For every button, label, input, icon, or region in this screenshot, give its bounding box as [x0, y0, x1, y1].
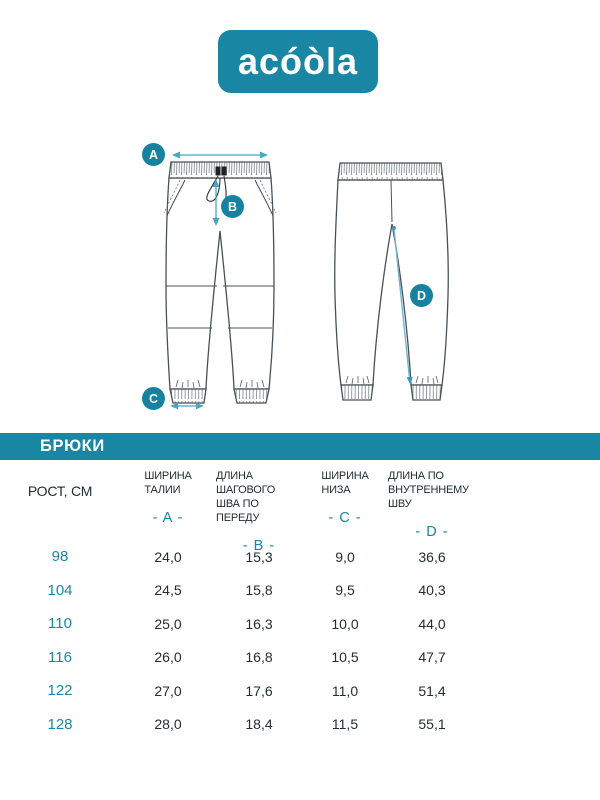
table-row: 110 25,0 16,3 10,0 44,0: [0, 607, 600, 641]
diagram-label-c: C: [142, 387, 165, 410]
row-a: 27,0: [154, 682, 182, 699]
row-a: 28,0: [154, 716, 182, 733]
row-height: 122: [47, 682, 73, 700]
row-b: 15,8: [245, 582, 273, 599]
col-header-height-label: РОСТ, СМ: [27, 483, 93, 499]
col-header-c-title: ШИРИНА НИЗА: [321, 470, 369, 496]
row-d: 40,3: [418, 582, 446, 599]
col-header-c: ШИРИНА НИЗА - C -: [302, 462, 388, 554]
row-a: 26,0: [154, 649, 182, 666]
table-row: 104 24,5 15,8 9,5 40,3: [0, 574, 600, 608]
row-height: 110: [48, 615, 72, 633]
row-c: 11,5: [331, 716, 359, 733]
diagram-label-d: D: [410, 284, 433, 307]
brand-logo-text: acóòla: [237, 40, 359, 82]
diagram-label-b-text: B: [227, 199, 238, 214]
row-a: 24,5: [154, 582, 182, 599]
row-height: 128: [47, 715, 73, 733]
pants-technical-drawing: [163, 151, 449, 410]
section-title-bar: БРЮКИ: [0, 433, 600, 460]
diagram-label-b: B: [221, 195, 244, 218]
row-height: 104: [47, 581, 73, 599]
table-row: 122 27,0 17,6 11,0 51,4: [0, 674, 600, 708]
row-b: 16,8: [245, 649, 273, 666]
row-b: 15,3: [245, 548, 273, 565]
measure-arrow-B: [212, 179, 220, 226]
row-b: 17,6: [245, 682, 273, 699]
row-c: 10,0: [331, 615, 359, 632]
size-table: РОСТ, СМ ШИРИНА ТАЛИИ - A - ДЛИНА ШАГОВО…: [0, 462, 600, 741]
table-row: 128 28,0 18,4 11,5 55,1: [0, 708, 600, 742]
row-a: 24,0: [154, 548, 182, 565]
row-height: 98: [51, 548, 69, 566]
row-c: 11,0: [331, 682, 359, 699]
row-c: 10,5: [331, 649, 359, 666]
table-row: 116 26,0 16,8 10,5 47,7: [0, 641, 600, 675]
row-c: 9,0: [335, 548, 355, 565]
row-b: 18,4: [245, 716, 273, 733]
col-letter-b: - B -: [242, 538, 276, 554]
pants-back: [334, 162, 449, 401]
row-c: 9,5: [335, 582, 355, 599]
size-table-header: РОСТ, СМ ШИРИНА ТАЛИИ - A - ДЛИНА ШАГОВО…: [0, 462, 600, 554]
col-header-height: РОСТ, СМ: [0, 462, 120, 554]
col-header-a-title: ШИРИНА ТАЛИИ: [144, 470, 192, 496]
brand-logo: acóòla: [218, 30, 378, 93]
col-letter-a: - A -: [152, 510, 184, 526]
measure-arrow-D: [392, 226, 413, 385]
measure-arrow-A: [172, 151, 268, 159]
diagram-label-a-text: A: [148, 147, 159, 162]
row-d: 44,0: [418, 615, 446, 632]
row-a: 25,0: [154, 615, 182, 632]
col-header-d-title: ДЛИНА ПО ВНУТРЕННЕМУ ШВУ: [388, 470, 469, 510]
section-title: БРЮКИ: [40, 437, 105, 455]
diagram-label-c-text: C: [148, 391, 159, 406]
pants-front: [163, 161, 277, 404]
row-d: 36,6: [418, 548, 446, 565]
col-letter-c: - C -: [328, 510, 362, 526]
measurement-diagram: A B C D: [142, 143, 449, 410]
col-header-b-title: ДЛИНА ШАГОВОГО ШВА ПО ПЕРЕДУ: [216, 470, 276, 524]
row-height: 116: [48, 648, 72, 666]
row-b: 16,3: [245, 615, 273, 632]
row-d: 55,1: [418, 716, 446, 733]
col-header-b: ДЛИНА ШАГОВОГО ШВА ПО ПЕРЕДУ - B -: [216, 462, 302, 554]
measure-arrow-C: [170, 402, 204, 410]
row-d: 51,4: [418, 682, 446, 699]
table-row: 98 24,0 15,3 9,0 36,6: [0, 540, 600, 574]
diagram-label-d-text: D: [416, 288, 427, 303]
col-letter-d: - D -: [415, 524, 449, 540]
diagram-label-a: A: [142, 143, 165, 166]
col-header-d: ДЛИНА ПО ВНУТРЕННЕМУ ШВУ - D -: [388, 462, 476, 554]
col-header-a: ШИРИНА ТАЛИИ - A -: [120, 462, 216, 554]
row-d: 47,7: [418, 649, 446, 666]
